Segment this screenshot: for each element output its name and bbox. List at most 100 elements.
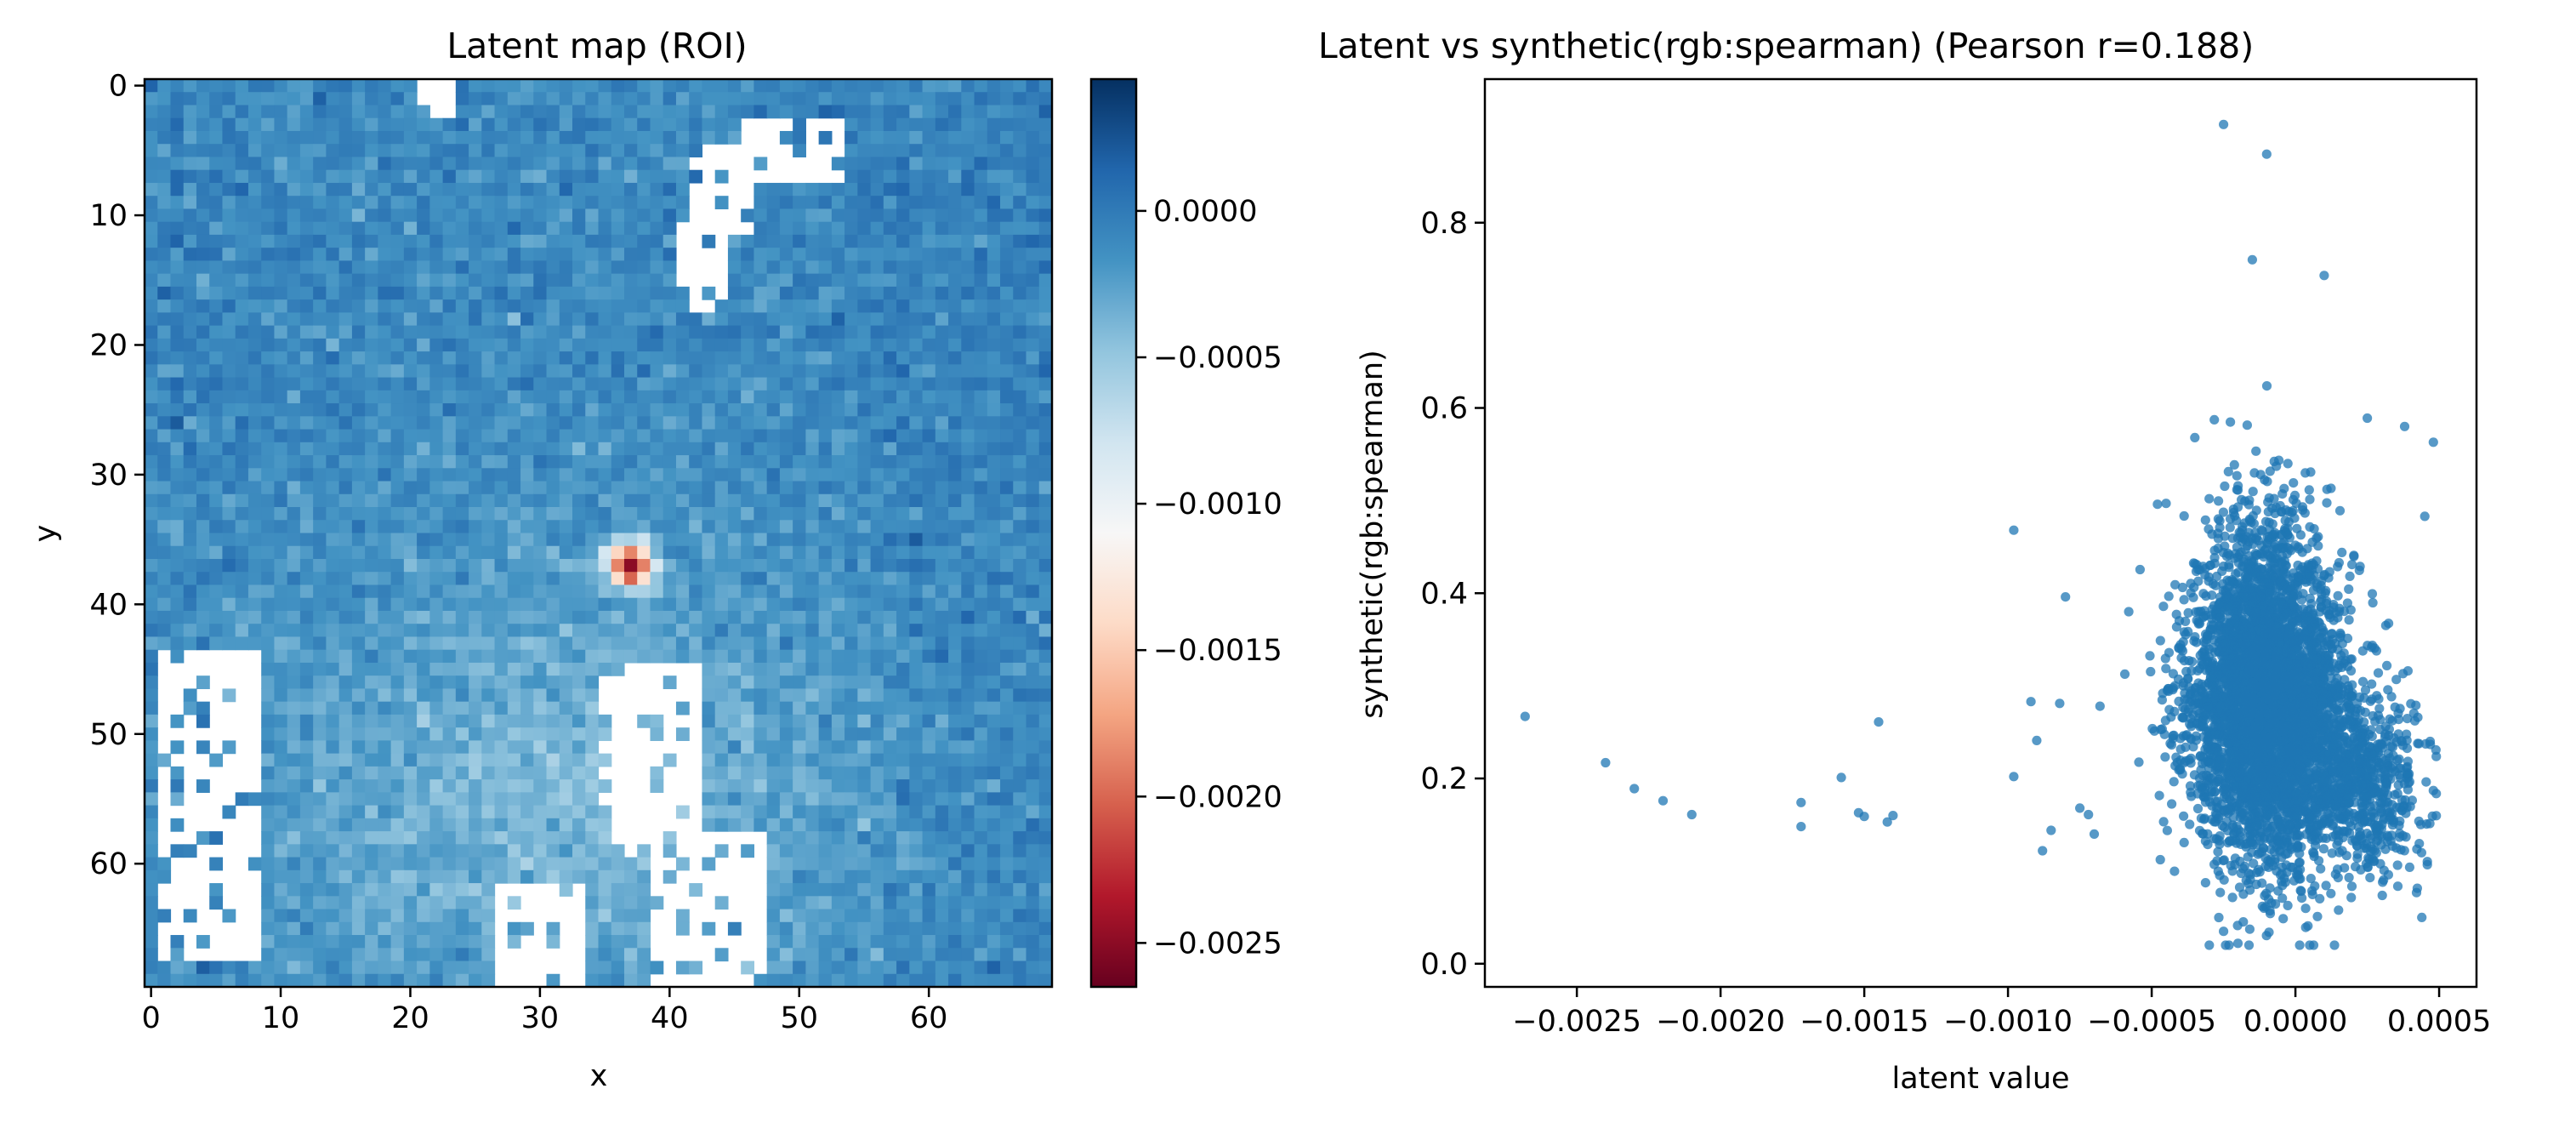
heatmap-cell [196,325,210,339]
heatmap-cell [520,662,534,676]
heatmap-cell [390,221,405,236]
heatmap-cell [209,403,224,417]
heatmap-cell [598,948,612,962]
heatmap-cell [378,624,392,638]
heatmap-cell [766,572,781,586]
heatmap-y-tick-label: 50 [89,718,128,752]
heatmap-cell [520,351,534,365]
heatmap-cell [235,182,249,197]
heatmap-cell [338,105,353,119]
heatmap-cell [689,429,703,443]
heatmap-cell [546,169,560,184]
heatmap-cell [469,896,482,910]
heatmap-cell [390,701,405,715]
heatmap-cell [365,182,378,197]
heatmap-cell [805,584,820,599]
heatmap-cell [287,818,301,832]
heatmap-cell [922,545,936,560]
heatmap-cell [1000,727,1014,741]
heatmap-cell [378,481,392,495]
heatmap-cell [222,169,236,184]
heatmap-cell [390,338,405,352]
heatmap-cell [313,260,327,275]
heatmap-cell [235,558,249,573]
heatmap-cell [1013,792,1027,807]
heatmap-cell [170,377,185,391]
heatmap-cell [831,676,845,690]
heatmap-cell [844,597,858,612]
heatmap-cell [598,403,612,417]
heatmap-cell [378,818,392,832]
heatmap-cell [157,248,172,261]
heatmap-cell [779,857,793,871]
heatmap-cell [390,286,405,300]
heatmap-cell [338,92,353,106]
heatmap-cell [247,105,262,119]
heatmap-cell [896,377,910,391]
heatmap-cell [196,572,210,586]
heatmap-cell [481,196,496,210]
heatmap-cell [831,844,845,858]
heatmap-cell [779,338,793,352]
heatmap-cell [559,221,573,236]
heatmap-cell [662,273,677,288]
heatmap-cell [507,857,521,871]
heatmap-cell [481,351,496,365]
heatmap-cell [390,545,405,560]
heatmap-cell [844,624,858,638]
heatmap-cell [675,468,690,482]
heatmap-cell [403,468,418,482]
heatmap-cell [235,208,249,223]
heatmap-cell [1038,442,1053,456]
heatmap-cell [494,377,509,391]
heatmap-cell [455,105,469,119]
heatmap-cell [313,144,327,158]
heatmap-cell [727,92,742,106]
heatmap-cell [714,572,729,586]
heatmap-cell [611,338,625,352]
heatmap-cell [948,273,962,288]
heatmap-cell [157,377,172,391]
heatmap-cell [274,144,288,158]
heatmap-cell [779,208,793,223]
heatmap-cell [429,935,444,949]
heatmap-cell [455,869,469,884]
heatmap-cell [170,182,185,197]
heatmap-cell [274,676,288,690]
heatmap-cell [170,973,185,988]
heatmap-cell [922,455,936,469]
heatmap-cell [741,818,755,832]
heatmap-cell [650,558,664,573]
heatmap-cell [922,766,936,780]
heatmap-cell [935,572,949,586]
heatmap-cell [145,948,158,962]
heatmap-cell [390,117,405,132]
heatmap-cell [390,248,405,261]
heatmap-cell [261,792,276,807]
heatmap-cell [469,779,482,793]
heatmap-cell [572,624,586,638]
heatmap-cell [987,973,1001,988]
heatmap-cell [546,610,560,624]
heatmap-cell [1000,416,1014,430]
heatmap-cell [533,857,548,871]
heatmap-cell [793,286,806,300]
heatmap-cell [338,273,353,288]
heatmap-cell [909,117,924,132]
heatmap-cell [247,221,262,236]
heatmap-cell [818,584,833,599]
heatmap-cell [1013,883,1027,897]
heatmap-cell [274,869,288,884]
heatmap-cell [481,493,496,508]
heatmap-cell [170,597,185,612]
heatmap-cell [222,558,236,573]
heatmap-cell [766,973,781,988]
heatmap-cell [429,312,444,327]
heatmap-cell [326,869,340,884]
heatmap-cell [637,234,651,248]
heatmap-cell [611,883,625,897]
heatmap-cell [702,377,716,391]
heatmap-cell [442,182,457,197]
heatmap-cell [287,805,301,819]
heatmap-cell [987,935,1001,949]
